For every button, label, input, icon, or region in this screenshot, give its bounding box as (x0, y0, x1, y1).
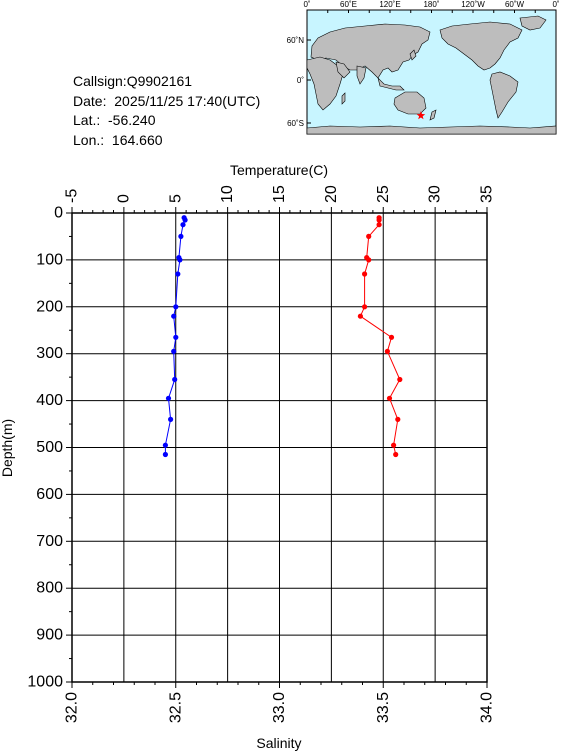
salinity-point (362, 271, 368, 277)
latitude-text: Lat.: -56.240 (73, 112, 156, 128)
land-madagascar (341, 92, 346, 105)
temperature-tick-label: 5 (167, 194, 184, 203)
land-arabia (335, 61, 351, 79)
salinity-point (391, 442, 397, 448)
salinity-point (376, 217, 382, 223)
temperature-point (180, 222, 186, 228)
map-land (306, 15, 557, 135)
map-lat-label: 60˚N (287, 36, 305, 45)
temperature-point (168, 416, 174, 422)
salinity-point (397, 376, 403, 383)
depth-tick-label: 0 (54, 205, 63, 222)
depth-tick-label: 700 (36, 533, 63, 550)
temperature-point (172, 376, 178, 383)
salinity-tick-label: 33.5 (375, 692, 392, 723)
map-lon-label: 60˚W (505, 0, 525, 9)
salinity-point (366, 233, 372, 239)
longitude-text: Lon.: 164.660 (73, 131, 163, 148)
salinity-tick-label: 34.0 (479, 692, 496, 723)
map-lon-label: 120˚E (379, 0, 400, 9)
map-lon-label: 0˚ (552, 0, 559, 9)
temperature-series (162, 215, 188, 458)
temperature-tick-label: -5 (64, 189, 81, 203)
salinity-point (357, 313, 363, 319)
land-africa (306, 56, 344, 111)
salinity-tick-label: 33.0 (271, 692, 288, 723)
land-antarctica (306, 125, 557, 135)
depth-tick-label: 100 (36, 251, 63, 268)
map-labels: 0˚ 60˚E 120˚E 180˚ 120˚W 60˚W 0˚ 60˚N 0˚ 60˚S (287, 0, 560, 128)
depth-tick-label: 600 (36, 486, 63, 503)
land-north-america (439, 21, 523, 71)
salinity-point (362, 304, 368, 310)
temperature-point (182, 217, 188, 223)
land-greenland (519, 15, 547, 31)
land-india (356, 65, 367, 85)
temperature-point (177, 257, 183, 263)
temperature-point (173, 334, 179, 340)
map-lon-label: 180˚ (423, 0, 439, 9)
temperature-point (171, 348, 177, 354)
salinity-point (395, 416, 401, 422)
temperature-point (173, 304, 179, 310)
temperature-point (165, 395, 172, 401)
salinity-point (393, 451, 399, 458)
salinity-line (359, 217, 401, 455)
salinity-series (357, 215, 403, 458)
salinity-point (384, 348, 390, 354)
salinity-point (388, 334, 395, 340)
temperature-point (162, 442, 168, 448)
land-south-america (489, 71, 519, 119)
depth-tick-label: 1000 (27, 674, 63, 691)
depth-tick-label: 200 (36, 298, 63, 315)
depth-tick-label: 900 (36, 627, 63, 644)
chart-grid (71, 212, 488, 683)
salinity-point (386, 395, 393, 401)
depth-tick-label: 500 (36, 439, 63, 456)
salinity-tick-label: 32.5 (167, 692, 184, 723)
map-lon-label: 0˚ (303, 0, 310, 9)
temperature-tick-label: 10 (219, 185, 236, 203)
temperature-tick-label: 15 (271, 185, 288, 203)
land-nz (429, 109, 437, 121)
temperature-tick-label: 25 (375, 185, 392, 203)
temperature-point (171, 313, 177, 319)
callsign-text: Callsign:Q9902161 (73, 73, 193, 89)
map-lon-label: 60˚E (340, 0, 357, 9)
temperature-tick-label: 0 (115, 194, 132, 203)
temperature-point (162, 451, 168, 458)
salinity-axis-title: Salinity (256, 735, 301, 751)
land-australia (393, 91, 427, 115)
temperature-axis-title: Temperature(C) (230, 162, 328, 178)
salinity-point (376, 222, 382, 228)
depth-axis-title: Depth(m) (0, 419, 15, 477)
temperature-tick-label: 30 (427, 185, 444, 203)
float-info: Callsign:Q9902161 Date: 2025/11/25 17:40… (73, 72, 260, 150)
temperature-point (175, 271, 181, 277)
date-text: Date: 2025/11/25 17:40(UTC) (73, 92, 261, 109)
map-lon-label: 120˚W (461, 0, 485, 9)
land-japan (409, 49, 417, 61)
float-location-marker (416, 111, 426, 120)
map-lat-label: 60˚S (287, 119, 304, 128)
salinity-tick-label: 32.0 (64, 692, 81, 723)
temperature-tick-label: 20 (323, 185, 340, 203)
land-seasia (377, 77, 405, 91)
temperature-line (164, 217, 186, 455)
depth-tick-label: 300 (36, 345, 63, 362)
map-lat-label: 0˚ (297, 76, 304, 85)
temperature-point (178, 233, 184, 239)
depth-tick-label: 800 (36, 580, 63, 597)
chart-series (162, 215, 403, 458)
star-icon (416, 111, 426, 120)
salinity-point (366, 257, 372, 263)
land-eurasia (310, 23, 431, 79)
depth-tick-label: 400 (36, 392, 63, 409)
temperature-tick-label: 35 (479, 185, 496, 203)
